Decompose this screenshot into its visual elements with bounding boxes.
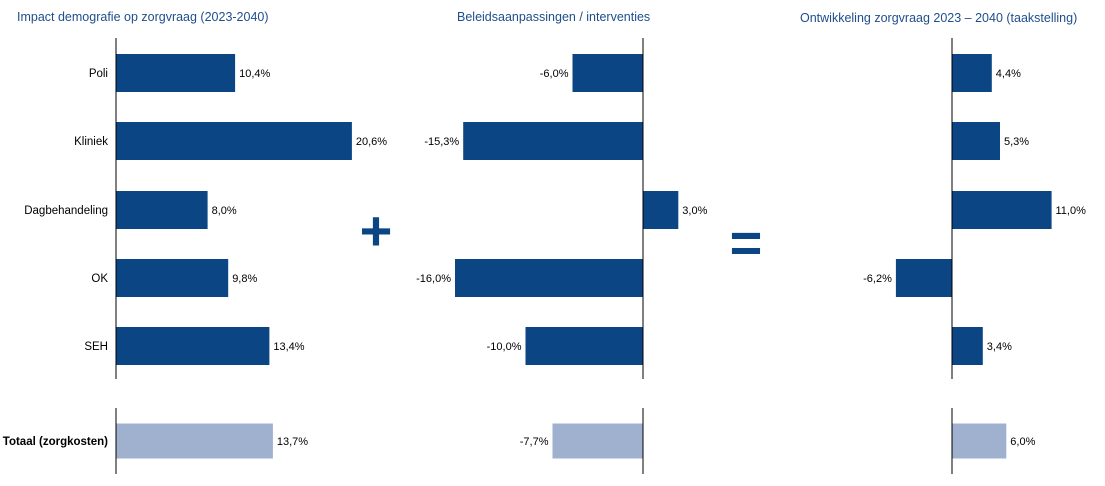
value-label: 13,4% (273, 341, 304, 353)
value-label: 20,6% (356, 136, 387, 148)
category-label: OK (91, 273, 108, 285)
bar-kliniek-panel-3 (952, 122, 1000, 160)
value-label: 8,0% (212, 205, 237, 217)
total-bar-panel-3 (952, 423, 1007, 459)
category-label: Poli (89, 68, 108, 80)
equals-operator: = (730, 211, 763, 274)
bar-dagbehandeling-panel-3 (952, 191, 1052, 229)
value-label: -6,0% (540, 68, 569, 80)
bar-seh-panel-2 (525, 327, 643, 365)
value-label: 3,0% (682, 205, 707, 217)
bar-seh-panel-3 (952, 327, 983, 365)
bar-poli-panel-1 (116, 54, 236, 92)
bar-ok-panel-1 (116, 259, 229, 297)
bar-kliniek-panel-1 (116, 122, 352, 160)
bar-kliniek-panel-2 (463, 122, 643, 160)
bar-ok-panel-3 (895, 259, 952, 297)
total-category-label: Totaal (zorgkosten) (3, 436, 108, 448)
total-value-label: -7,7% (520, 436, 549, 448)
bar-poli-panel-3 (952, 54, 992, 92)
value-label: -16,0% (416, 273, 451, 285)
value-label: -6,2% (863, 273, 892, 285)
value-label: 10,4% (239, 68, 270, 80)
bar-dagbehandeling-panel-1 (116, 191, 208, 229)
plus-operator: + (360, 199, 393, 262)
total-value-label: 6,0% (1010, 436, 1035, 448)
category-label: SEH (84, 341, 108, 353)
panel-title-interventies: Beleidsaanpassingen / interventies (457, 10, 650, 24)
value-label: 4,4% (996, 68, 1021, 80)
panel-title-demografie: Impact demografie op zorgvraag (2023-204… (17, 10, 269, 24)
total-bar-panel-1 (116, 423, 273, 459)
bar-ok-panel-2 (455, 259, 643, 297)
value-label: 11,0% (1056, 205, 1087, 217)
value-label: -10,0% (487, 341, 522, 353)
value-label: -15,3% (424, 136, 459, 148)
category-label: Kliniek (74, 136, 108, 148)
value-label: 5,3% (1004, 136, 1029, 148)
total-value-label: 13,7% (277, 436, 308, 448)
bar-dagbehandeling-panel-2 (643, 191, 679, 229)
total-bar-panel-2 (552, 423, 643, 459)
bar-poli-panel-2 (572, 54, 643, 92)
category-label: Dagbehandeling (24, 205, 108, 217)
bar-seh-panel-1 (116, 327, 270, 365)
value-label: 9,8% (232, 273, 257, 285)
panel-title-ontwikkeling: Ontwikkeling zorgvraag 2023 – 2040 (taak… (800, 11, 1077, 25)
value-label: 3,4% (987, 341, 1012, 353)
